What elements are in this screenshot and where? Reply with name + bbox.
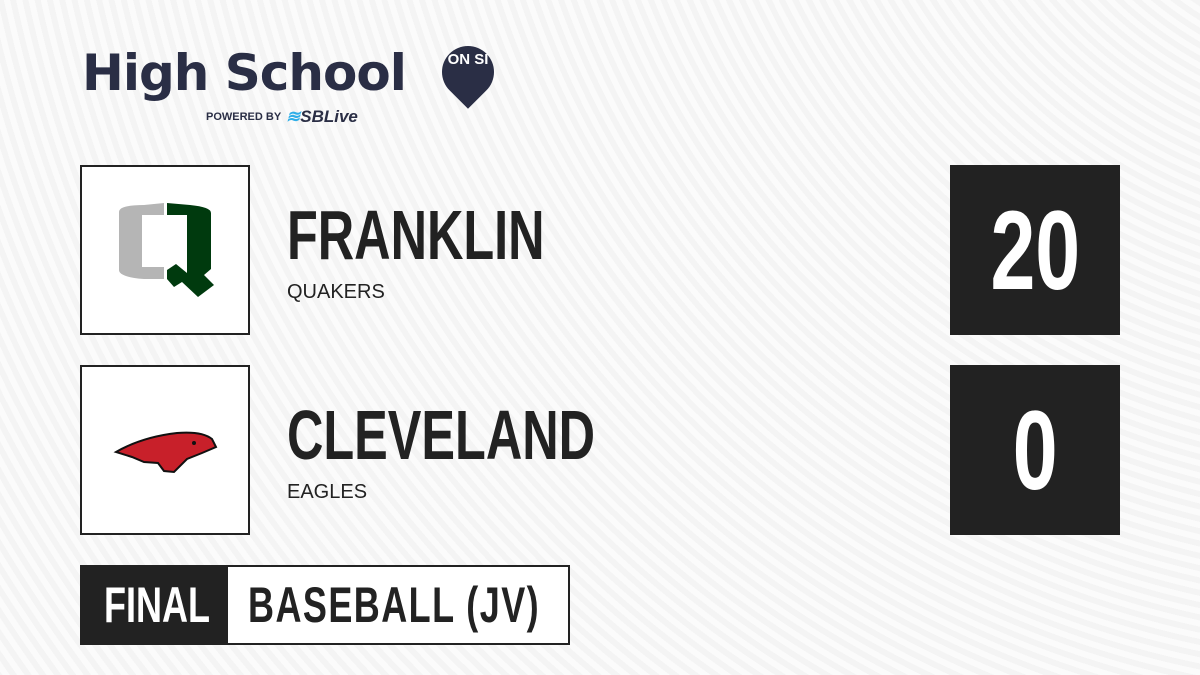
franklin-logo — [80, 165, 250, 335]
brand-badge: ON SI — [447, 51, 489, 68]
high-school-on-si-logo: High School ON SI POWERED BY ≋SBLive — [82, 35, 505, 134]
sport-label: BASEBALL (JV) — [248, 577, 541, 633]
team-mascot: EAGLES — [287, 481, 368, 503]
team-name: CLEVELAND — [287, 396, 596, 474]
game-info-bar: FINAL BASEBALL (JV) — [80, 565, 570, 645]
brand-title: High School — [82, 44, 407, 102]
powered-by: POWERED BY — [206, 111, 282, 123]
team-mascot: QUAKERS — [287, 281, 385, 303]
pin-icon — [431, 35, 505, 109]
cleveland-logo — [80, 365, 250, 535]
game-status: FINAL — [82, 567, 228, 643]
sblive-logo: ≋SBLive — [286, 107, 358, 126]
team-name: FRANKLIN — [287, 196, 545, 274]
team-score: 20 — [950, 165, 1120, 335]
team-score: 0 — [950, 365, 1120, 535]
